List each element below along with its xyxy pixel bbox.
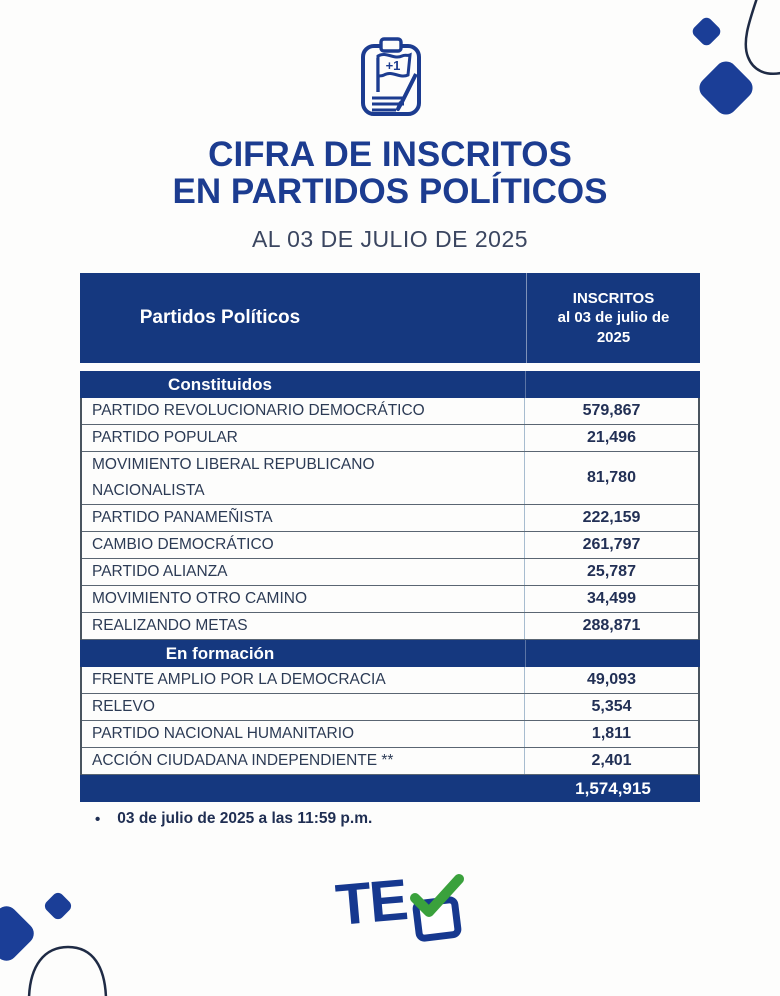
column-header-parties: Partidos Políticos <box>139 307 301 328</box>
te-logo-text: TE <box>333 867 409 938</box>
page-title-line1: CIFRA DE INSCRITOS <box>208 135 572 174</box>
section-header-constituidos: Constituidos <box>80 371 700 398</box>
page-subtitle: AL 03 DE JULIO DE 2025 <box>251 226 529 252</box>
party-count: 5,354 <box>524 694 698 720</box>
party-name: FRENTE AMPLIO POR LA DEMOCRACIA <box>92 671 386 688</box>
section-rows-constituidos: PARTIDO REVOLUCIONARIO DEMOCRÁTICO 579,8… <box>80 398 700 640</box>
party-name: CAMBIO DEMOCRÁTICO <box>92 536 274 553</box>
table-row: RELEVO 5,354 <box>82 694 698 721</box>
party-name: PARTIDO PANAMEÑISTA <box>92 509 273 526</box>
diamond-shape-top-right-small <box>690 15 723 48</box>
party-count: 49,093 <box>524 667 698 693</box>
party-count: 25,787 <box>524 559 698 585</box>
party-count: 2,401 <box>524 748 698 774</box>
party-name: PARTIDO POPULAR <box>92 429 238 446</box>
table-row: PARTIDO NACIONAL HUMANITARIO 1,811 <box>82 721 698 748</box>
table-row: CAMBIO DEMOCRÁTICO 261,797 <box>82 532 698 559</box>
party-count: 261,797 <box>524 532 698 558</box>
party-name: REALIZANDO METAS <box>92 617 248 634</box>
section-header-en-formacion: En formación <box>80 640 700 667</box>
table-row: PARTIDO POPULAR 21,496 <box>82 425 698 452</box>
party-count: 579,867 <box>524 398 698 424</box>
party-name: ACCIÓN CIUDADANA INDEPENDIENTE ** <box>92 752 394 769</box>
party-count: 21,496 <box>524 425 698 451</box>
table-header-gap <box>80 363 700 371</box>
table-row: ACCIÓN CIUDADANA INDEPENDIENTE ** 2,401 <box>82 748 698 775</box>
column-header-inscritos: INSCRITOS al 03 de julio de 2025 <box>526 273 700 363</box>
table-header-row: Partidos Políticos INSCRITOS al 03 de ju… <box>80 273 700 363</box>
section-rows-en-formacion: FRENTE AMPLIO POR LA DEMOCRACIA 49,093 R… <box>80 667 700 775</box>
footnote-text: 03 de julio de 2025 a las 11:59 p.m. <box>117 810 373 827</box>
party-name: PARTIDO ALIANZA <box>92 563 228 580</box>
party-name: MOVIMIENTO OTRO CAMINO <box>92 590 307 607</box>
footnote: • 03 de julio de 2025 a las 11:59 p.m. <box>95 810 372 828</box>
table-row: PARTIDO PANAMEÑISTA 222,159 <box>82 505 698 532</box>
table-row: FRENTE AMPLIO POR LA DEMOCRACIA 49,093 <box>82 667 698 694</box>
clipboard-plus-one-icon: +1 <box>361 37 421 116</box>
party-count: 288,871 <box>524 613 698 639</box>
table-row: PARTIDO ALIANZA 25,787 <box>82 559 698 586</box>
table-row: REALIZANDO METAS 288,871 <box>82 613 698 640</box>
checkmark-icon <box>410 874 464 917</box>
total-count: 1,574,915 <box>575 778 651 798</box>
party-name: PARTIDO REVOLUCIONARIO DEMOCRÁTICO <box>92 402 425 419</box>
table-row: PARTIDO REVOLUCIONARIO DEMOCRÁTICO 579,8… <box>82 398 698 425</box>
plus-one-label: +1 <box>386 58 401 73</box>
party-count: 222,159 <box>524 505 698 531</box>
table-row: MOVIMIENTO OTRO CAMINO 34,499 <box>82 586 698 613</box>
page-title-line2: EN PARTIDOS POLÍTICOS <box>172 172 608 211</box>
bullet-icon: • <box>95 810 101 828</box>
party-count: 34,499 <box>524 586 698 612</box>
party-count: 81,780 <box>524 452 698 504</box>
table-total-row: 1,574,915 <box>80 775 700 802</box>
diamond-shape-top-right-large <box>694 56 758 120</box>
te-logo: TE <box>330 867 480 948</box>
party-count: 1,811 <box>524 721 698 747</box>
table-row: MOVIMIENTO LIBERAL REPUBLICANO NACIONALI… <box>82 452 698 505</box>
diamond-shape-bottom-left-large <box>0 901 39 966</box>
party-name: RELEVO <box>92 698 155 715</box>
parties-table: Partidos Políticos INSCRITOS al 03 de ju… <box>80 273 700 802</box>
diamond-shape-bottom-left-small <box>42 890 74 922</box>
party-name: MOVIMIENTO LIBERAL REPUBLICANO NACIONALI… <box>92 456 375 499</box>
party-name: PARTIDO NACIONAL HUMANITARIO <box>92 725 355 742</box>
page-title: CIFRA DE INSCRITOS EN PARTIDOS POLÍTICOS <box>0 136 780 210</box>
